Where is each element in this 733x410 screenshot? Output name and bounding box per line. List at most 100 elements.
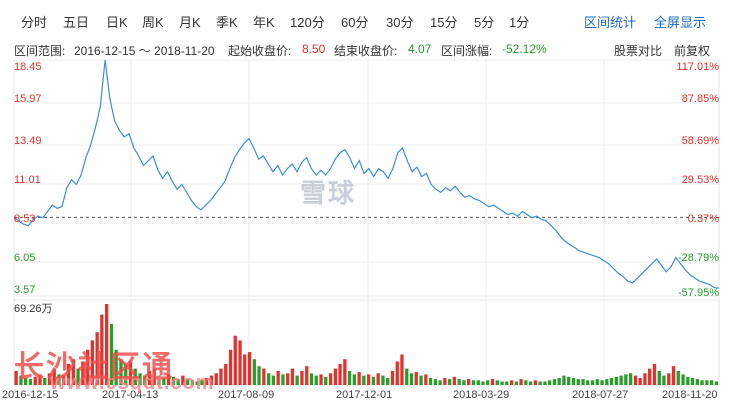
volume-bar (228, 349, 233, 385)
volume-bar (14, 370, 18, 385)
left-axis-tick: 3.57 (14, 284, 36, 296)
volume-bar (95, 332, 99, 385)
volume-bar (300, 370, 304, 385)
volume-bar (86, 349, 90, 385)
volume-bar (57, 374, 61, 385)
volume-bar (714, 381, 718, 385)
volume-bar (105, 304, 109, 385)
volume-bar (147, 370, 152, 385)
volume-bar (386, 378, 390, 385)
volume-bar (676, 370, 680, 385)
volume-bar (119, 359, 123, 385)
end-price-value: 4.07 (408, 42, 432, 56)
volume-bar (371, 376, 376, 385)
volume-bar (76, 368, 80, 385)
volume-bar (395, 361, 399, 385)
volume-bar (276, 370, 280, 385)
volume-bar (452, 376, 456, 385)
volume-bar (400, 354, 404, 385)
x-axis-tick: 2018-03-29 (453, 389, 510, 401)
volume-bar (195, 381, 199, 385)
volume-bar (428, 378, 433, 385)
volume-bar (495, 380, 499, 385)
volume-bar (157, 375, 161, 385)
volume-bar (667, 373, 671, 385)
tab-5min[interactable]: 5分 (474, 15, 495, 30)
volume-bar (295, 375, 299, 385)
x-axis-tick: 2017-08-09 (218, 389, 275, 401)
volume-bar (533, 380, 537, 385)
volume-bar (529, 381, 533, 385)
volume-bar (552, 379, 557, 385)
tab-five-day[interactable]: 五日 (63, 15, 90, 30)
tab-120min[interactable]: 120分 (290, 15, 325, 30)
volume-bar (548, 380, 552, 385)
tab-1min[interactable]: 1分 (509, 15, 530, 30)
volume-bar (190, 380, 195, 385)
tab-year-k[interactable]: 年K (253, 15, 275, 30)
volume-bar (390, 370, 395, 385)
volume-bar (314, 375, 318, 385)
volume-bar (219, 368, 223, 385)
volume-bar (662, 375, 666, 385)
volume-bar (338, 363, 342, 385)
volume-bar (290, 368, 295, 385)
volume-bar (705, 380, 709, 385)
tab-week-k[interactable]: 周K (142, 15, 164, 30)
volume-bar (462, 380, 466, 385)
volume-bar (186, 379, 190, 385)
volume-bar (319, 374, 323, 385)
xueqiu-watermark: 雪球 (300, 178, 357, 208)
volume-bar (605, 379, 609, 385)
volume-bar (457, 379, 461, 385)
volume-bar (633, 375, 638, 385)
volume-bar (33, 376, 37, 385)
volume-bar (419, 375, 423, 385)
tab-fenshi[interactable]: 分时 (21, 15, 48, 30)
volume-bar (247, 352, 252, 385)
volume-bar (128, 361, 133, 385)
volume-bar (414, 372, 418, 385)
volume-bar (624, 374, 628, 385)
x-axis-tick: 2016-12-15 (2, 389, 59, 401)
adjust-mode-select[interactable]: 前复权 (674, 44, 711, 58)
volume-bar (233, 335, 237, 385)
fullscreen-button[interactable]: 全屏显示 (654, 15, 707, 30)
volume-bar (214, 373, 218, 385)
left-axis-tick: 15.97 (14, 93, 42, 105)
volume-bar (576, 379, 580, 385)
start-price-value: 8.50 (302, 42, 326, 56)
tab-60min[interactable]: 60分 (341, 15, 369, 30)
volume-bar (162, 378, 166, 385)
volume-bar (557, 378, 561, 385)
tab-15min[interactable]: 15分 (430, 15, 458, 30)
left-axis-tick: 13.49 (14, 135, 42, 147)
volume-bar (271, 375, 275, 385)
volume-bar (514, 381, 518, 385)
volume-bar (476, 380, 480, 385)
range-stats-button[interactable]: 区间统计 (584, 15, 637, 30)
volume-bar (28, 379, 33, 385)
volume-bar (538, 381, 542, 385)
range-change-label: 区间涨幅: (441, 44, 493, 58)
volume-bar (438, 380, 442, 385)
tab-30min[interactable]: 30分 (386, 15, 414, 30)
tab-season-k[interactable]: 季K (216, 15, 238, 30)
volume-bar (509, 380, 514, 385)
start-price-label: 起始收盘价: (228, 44, 292, 58)
volume-bar (424, 374, 428, 385)
volume-bar (90, 340, 94, 385)
range-change-value: -52.12% (502, 42, 547, 56)
volume-bar (657, 370, 661, 385)
tab-month-k[interactable]: 月K (179, 15, 201, 30)
volume-bar (47, 373, 52, 385)
volume-bar (443, 378, 447, 385)
stock-compare-button[interactable]: 股票对比 (614, 44, 663, 58)
tab-day-k[interactable]: 日K (106, 15, 128, 30)
volume-bar (467, 379, 471, 385)
volume-bar (305, 366, 309, 385)
x-axis-tick: 2018-07-27 (572, 389, 629, 401)
volume-bar (448, 379, 452, 385)
volume-bar (109, 324, 114, 385)
